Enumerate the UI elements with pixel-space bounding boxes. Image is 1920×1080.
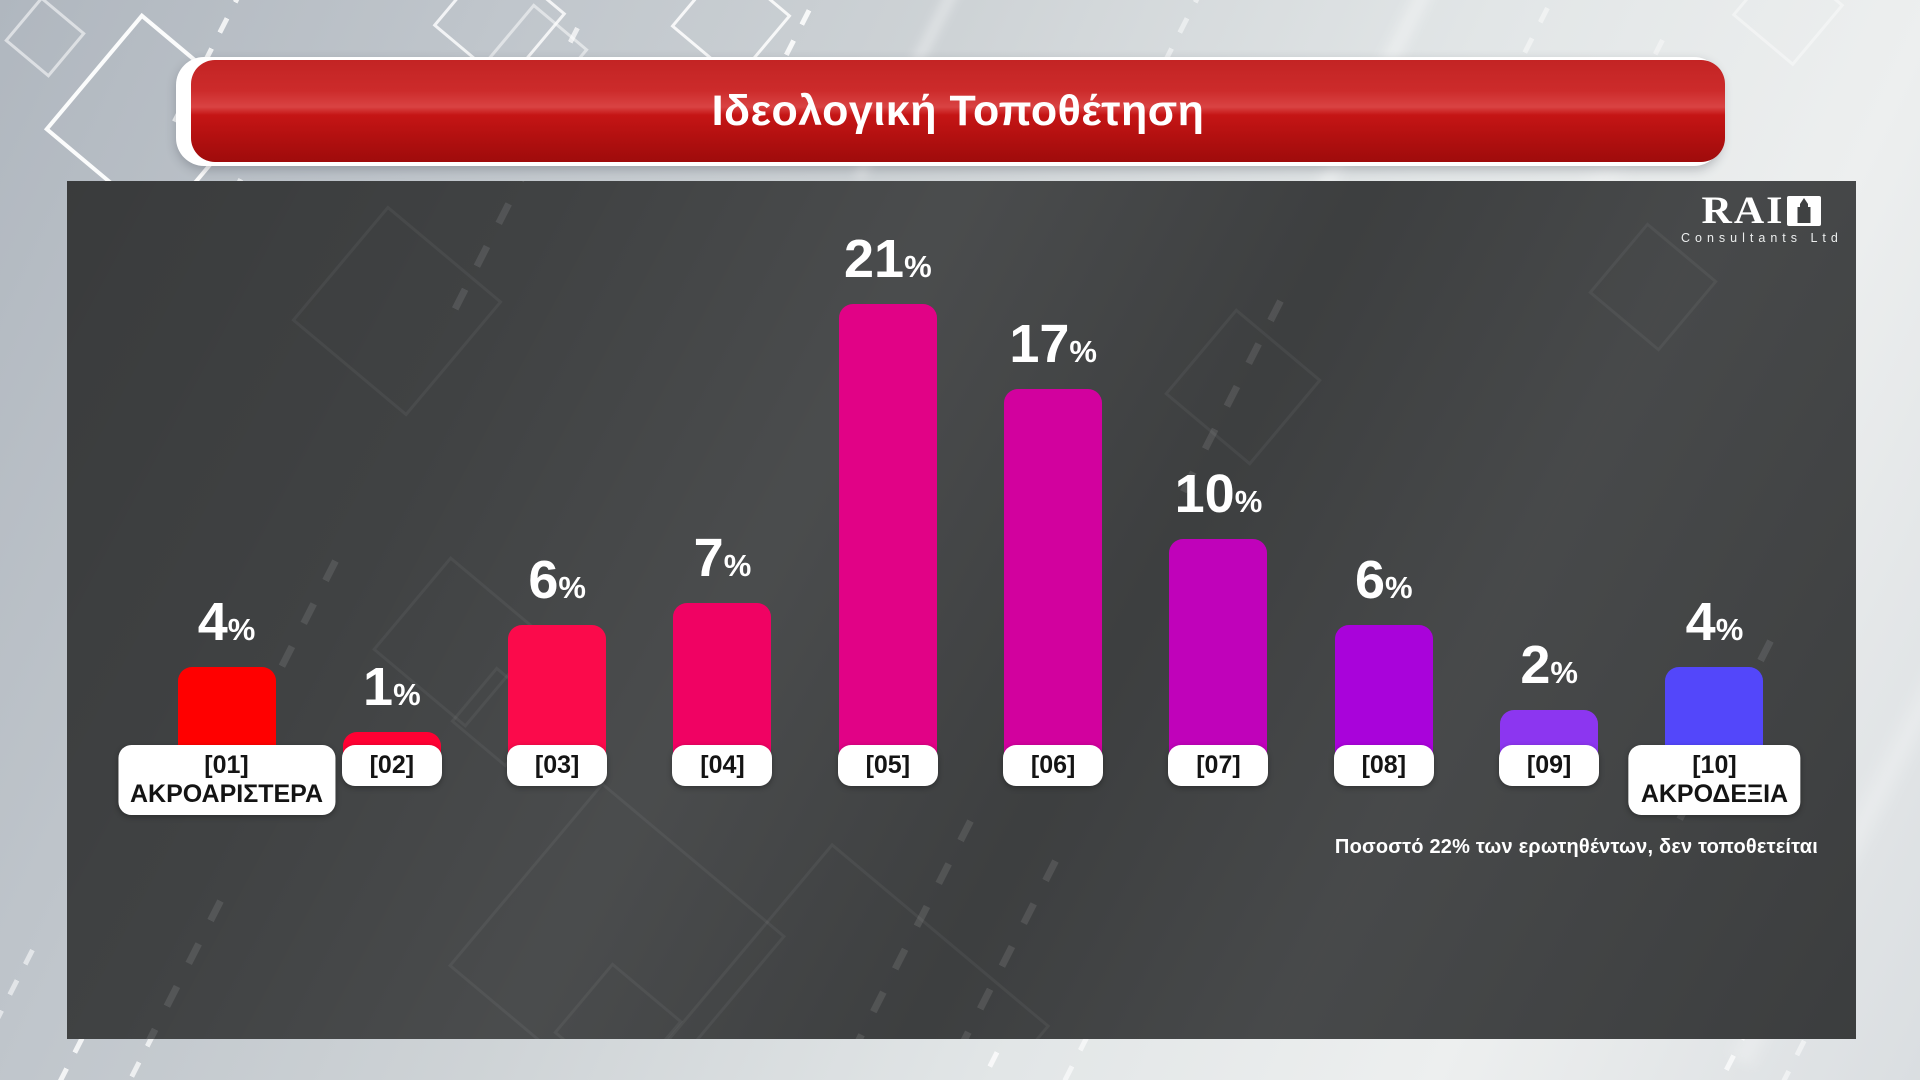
percent-sign: % bbox=[227, 612, 256, 648]
percent-sign: % bbox=[393, 676, 421, 712]
value-number: 7 bbox=[693, 528, 724, 589]
value-number: 6 bbox=[528, 549, 559, 610]
footnote: Ποσοστό 22% των ερωτηθέντων, δεν τοποθετ… bbox=[1334, 836, 1818, 858]
bar-category-label: [07] bbox=[1168, 745, 1269, 786]
value-number: 21 bbox=[843, 228, 905, 289]
percent-sign: % bbox=[723, 548, 752, 584]
logo-subtitle: Consultants Ltd bbox=[1681, 231, 1843, 245]
bar-value-label: 10% bbox=[1108, 467, 1328, 529]
bar-category-label: [03] bbox=[507, 745, 608, 786]
bar bbox=[838, 303, 937, 775]
bar-value-label: 2% bbox=[1439, 638, 1659, 700]
category-label-line: [06] bbox=[1030, 751, 1076, 779]
value-number: 17 bbox=[1009, 314, 1070, 375]
percent-sign: % bbox=[1234, 484, 1263, 519]
category-label-line: [09] bbox=[1526, 751, 1572, 779]
value-number: 1 bbox=[363, 656, 394, 717]
percent-sign: % bbox=[1069, 334, 1097, 370]
value-number: 6 bbox=[1354, 549, 1386, 610]
title-banner: Ιδεολογική Τοποθέτηση bbox=[191, 60, 1725, 162]
bar-value-label: 4% bbox=[117, 595, 337, 657]
bar-value-label: 1% bbox=[282, 660, 502, 722]
bar-category-label: [01] ΑΚΡΟΑΡΙΣΤΕΡΑ bbox=[117, 745, 336, 815]
category-label-line: [10] bbox=[1692, 751, 1737, 779]
percent-sign: % bbox=[558, 569, 586, 605]
bar-value-label: 21% bbox=[778, 232, 998, 294]
category-label-line: [05] bbox=[865, 751, 911, 779]
logo-text: RAI bbox=[1701, 189, 1785, 233]
value-number: 4 bbox=[197, 592, 228, 653]
bar-value-label: 4% bbox=[1604, 595, 1824, 657]
category-label-line: ΑΚΡΟΑΡΙΣΤΕΡΑ bbox=[129, 780, 324, 808]
page-title: Ιδεολογική Τοποθέτηση bbox=[711, 86, 1205, 135]
category-label-line: [04] bbox=[700, 751, 745, 779]
category-label-line: [07] bbox=[1196, 751, 1241, 779]
bar-value-label: 6% bbox=[1274, 553, 1494, 615]
bar-category-label: [08] bbox=[1333, 745, 1434, 786]
category-label-line: [01] bbox=[204, 751, 249, 779]
logo-figure-icon bbox=[1786, 196, 1821, 226]
bar-value-label: 7% bbox=[612, 531, 832, 593]
bar-category-label: [05] bbox=[837, 745, 938, 786]
bar-category-label: [06] bbox=[1003, 745, 1104, 786]
bar-value-label: 17% bbox=[943, 317, 1163, 379]
value-number: 4 bbox=[1685, 592, 1716, 653]
percent-sign: % bbox=[1385, 569, 1413, 605]
category-label-line: [02] bbox=[369, 751, 415, 779]
bar-category-label: [10] ΑΚΡΟΔΕΞΙΑ bbox=[1628, 745, 1801, 815]
percent-sign: % bbox=[904, 248, 932, 284]
bar-value-label: 6% bbox=[447, 553, 667, 615]
rai-logo: RAI Consultants Ltd bbox=[1681, 189, 1843, 245]
percent-sign: % bbox=[1715, 612, 1744, 648]
value-number: 10 bbox=[1174, 464, 1235, 524]
bar bbox=[1004, 389, 1103, 775]
category-label-line: [08] bbox=[1361, 751, 1407, 779]
bar bbox=[1169, 539, 1268, 775]
percent-sign: % bbox=[1550, 655, 1578, 691]
chart-panel: RAI Consultants Ltd Ποσοστό 22% των ερωτ… bbox=[67, 181, 1856, 1039]
bar-category-label: [02] bbox=[341, 745, 442, 786]
bar-category-label: [09] bbox=[1499, 745, 1600, 786]
value-number: 2 bbox=[1520, 635, 1551, 696]
bar-category-label: [04] bbox=[672, 745, 773, 786]
category-label-line: [03] bbox=[534, 751, 580, 779]
category-label-line: ΑΚΡΟΔΕΞΙΑ bbox=[1640, 780, 1789, 808]
